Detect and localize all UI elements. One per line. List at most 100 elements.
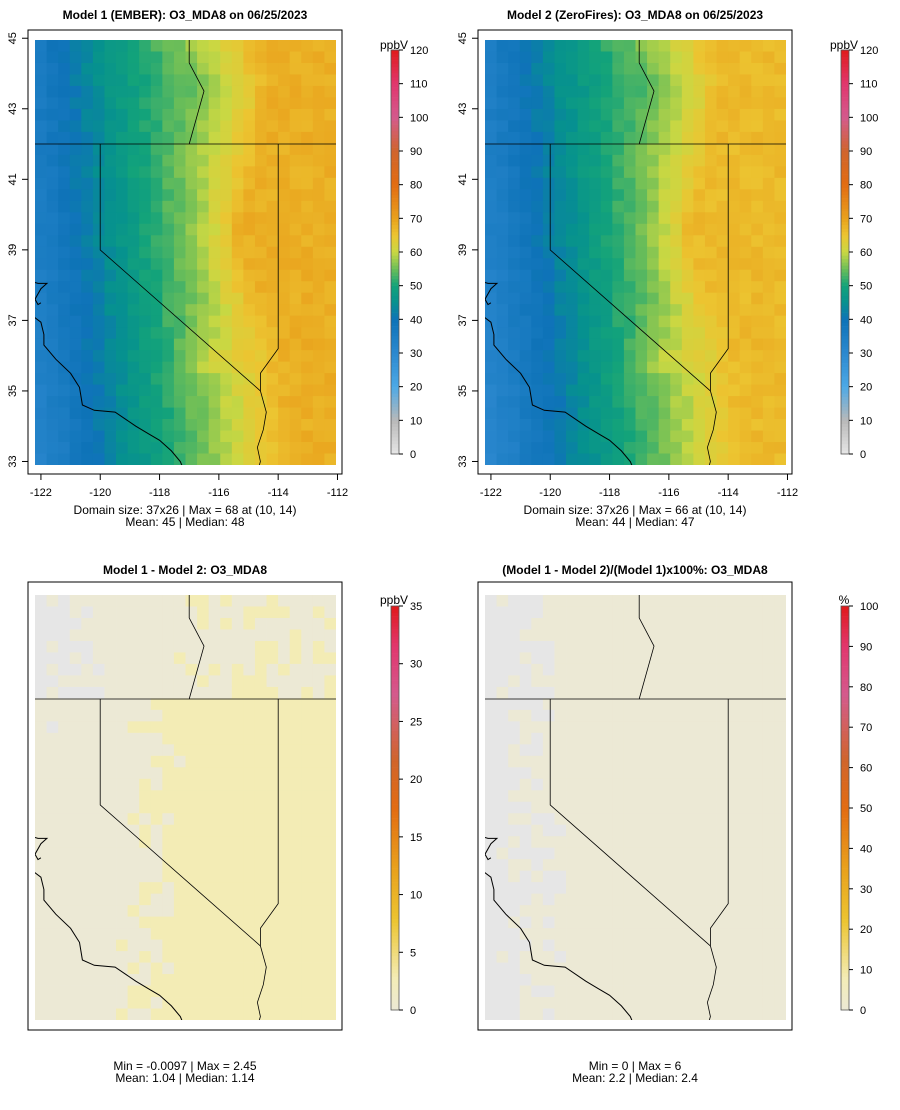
- grid-cell: [542, 755, 555, 768]
- grid-cell: [301, 882, 314, 895]
- grid-cell: [173, 246, 186, 259]
- grid-cell: [485, 396, 497, 408]
- grid-cell: [278, 617, 291, 630]
- grid-cell: [670, 51, 683, 64]
- grid-cell: [116, 74, 129, 87]
- grid-cell: [35, 663, 47, 676]
- grid-cell: [139, 97, 152, 110]
- grid-cell: [266, 304, 279, 317]
- grid-cell: [58, 824, 71, 837]
- grid-cell: [716, 85, 729, 98]
- grid-cell: [58, 235, 71, 248]
- grid-cell: [762, 258, 775, 271]
- grid-cell: [600, 675, 613, 688]
- grid-cell: [173, 640, 186, 653]
- grid-cell: [266, 269, 279, 282]
- grid-cell: [647, 235, 660, 248]
- colorbar-segment: [841, 238, 849, 243]
- colorbar-segment: [841, 211, 849, 216]
- grid-cell: [254, 974, 267, 986]
- grid-cell: [312, 790, 325, 803]
- grid-cell: [185, 939, 198, 952]
- grid-cell: [185, 258, 198, 271]
- grid-cell: [69, 836, 82, 849]
- colorbar-segment: [841, 80, 849, 84]
- grid-cell: [116, 824, 129, 837]
- grid-cell: [185, 166, 198, 179]
- colorbar-segment: [391, 427, 399, 431]
- grid-cell: [774, 767, 786, 780]
- grid-cell: [554, 962, 567, 975]
- grid-cell: [185, 281, 198, 294]
- grid-cell: [623, 258, 636, 271]
- grid-cell: [739, 893, 752, 906]
- grid-cell: [485, 870, 497, 883]
- grid-cell: [278, 223, 291, 236]
- grid-cell: [243, 258, 256, 271]
- grid-cell: [693, 361, 706, 374]
- grid-cell: [531, 939, 544, 952]
- grid-cell: [35, 327, 47, 340]
- colorbar-segment: [841, 1006, 849, 1011]
- grid-cell: [173, 709, 186, 722]
- grid-cell: [600, 698, 613, 711]
- grid-cell: [728, 755, 741, 768]
- grid-cell: [508, 721, 521, 734]
- grid-cell: [35, 97, 47, 110]
- grid-cell: [577, 997, 590, 1009]
- grid-cell: [623, 640, 636, 653]
- grid-cell: [220, 246, 233, 259]
- grid-cell: [185, 85, 198, 98]
- grid-cell: [208, 223, 221, 236]
- grid-cell: [485, 663, 497, 676]
- grid-cell: [312, 304, 325, 317]
- grid-cell: [577, 640, 590, 653]
- grid-cell: [301, 62, 314, 75]
- grid-cell: [289, 120, 302, 133]
- grid-cell: [312, 962, 325, 975]
- grid-cell: [531, 836, 544, 849]
- grid-cell: [566, 939, 579, 952]
- grid-cell: [589, 407, 602, 420]
- grid-cell: [104, 709, 117, 722]
- grid-cell: [751, 847, 764, 860]
- grid-cell: [612, 350, 625, 363]
- grid-cell: [35, 905, 47, 918]
- grid-cell: [635, 120, 648, 133]
- grid-cell: [185, 315, 198, 328]
- colorbar-segment: [391, 673, 399, 677]
- grid-cell: [681, 824, 694, 837]
- grid-cell: [173, 108, 186, 121]
- grid-cell: [762, 281, 775, 294]
- grid-cell: [496, 189, 509, 202]
- grid-cell: [69, 212, 82, 225]
- grid-cell: [681, 744, 694, 757]
- grid-cell: [739, 292, 752, 305]
- grid-cell: [485, 407, 497, 420]
- grid-cell: [762, 997, 775, 1009]
- grid-cell: [635, 617, 648, 630]
- grid-cell: [566, 269, 579, 282]
- grid-cell: [751, 97, 764, 110]
- grid-cell: [197, 801, 210, 814]
- grid-cell: [681, 905, 694, 918]
- grid-cell: [173, 962, 186, 975]
- colorbar-segment: [391, 885, 399, 890]
- colorbar-tick-label: 20: [410, 382, 422, 394]
- grid-cell: [243, 790, 256, 803]
- grid-cell: [81, 663, 94, 676]
- grid-cell: [566, 143, 579, 156]
- grid-cell: [301, 200, 314, 213]
- grid-cell: [658, 824, 671, 837]
- grid-cell: [554, 606, 567, 619]
- grid-cell: [266, 617, 279, 630]
- grid-cell: [220, 453, 233, 465]
- grid-cell: [58, 430, 71, 443]
- grid-cell: [208, 327, 221, 340]
- grid-cell: [635, 51, 648, 64]
- grid-cell: [554, 698, 567, 711]
- grid-cell: [531, 51, 544, 64]
- grid-cell: [127, 755, 140, 768]
- colorbar-segment: [841, 828, 849, 832]
- grid-cell: [716, 430, 729, 443]
